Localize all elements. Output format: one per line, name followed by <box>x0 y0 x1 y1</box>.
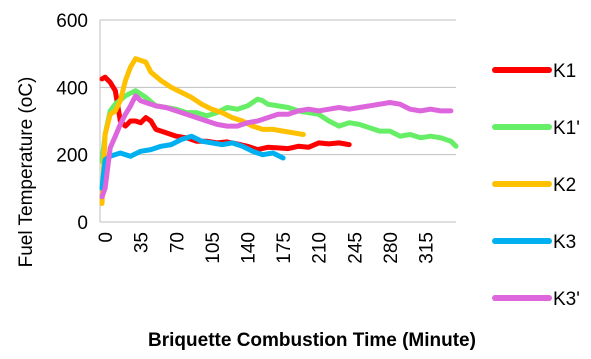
legend-label: K3 <box>553 232 576 253</box>
legend-label: K3' <box>553 289 580 310</box>
x-axis-title: Briquette Combustion Time (Minute) <box>148 330 476 351</box>
series-line-k3 <box>99 133 286 191</box>
gridlines <box>100 19 456 223</box>
y-tick-label: 600 <box>56 11 88 32</box>
legend-label: K1' <box>553 118 580 139</box>
y-axis-title: Fuel Temperature (oC) <box>16 77 37 268</box>
series-line-k2 <box>99 56 306 206</box>
x-tick-label: 35 <box>132 232 153 253</box>
series-line-k3-prime <box>99 93 454 200</box>
series-lines <box>99 56 459 206</box>
legend: K1 K1' K2 K3 K3' <box>492 61 580 310</box>
x-tick-label: 210 <box>310 232 331 264</box>
x-tick-label: 140 <box>238 232 259 264</box>
y-tick-label: 400 <box>56 78 88 99</box>
x-tick-label: 280 <box>381 232 402 264</box>
x-tick-labels: 0 35 70 105 140 175 210 245 280 315 <box>96 232 437 264</box>
y-tick-label: 0 <box>77 213 88 234</box>
series-line-k1-prime <box>99 88 459 164</box>
y-tick-labels: 0 200 400 600 <box>56 11 88 234</box>
x-tick-label: 245 <box>345 232 366 264</box>
x-tick-label: 315 <box>416 232 437 264</box>
y-tick-label: 200 <box>56 146 88 167</box>
legend-label: K1 <box>553 61 576 82</box>
legend-label: K2 <box>553 175 576 196</box>
x-tick-label: 175 <box>274 232 295 264</box>
x-tick-label: 70 <box>167 232 188 253</box>
x-tick-label: 105 <box>203 232 224 264</box>
x-tick-label: 0 <box>96 232 117 243</box>
